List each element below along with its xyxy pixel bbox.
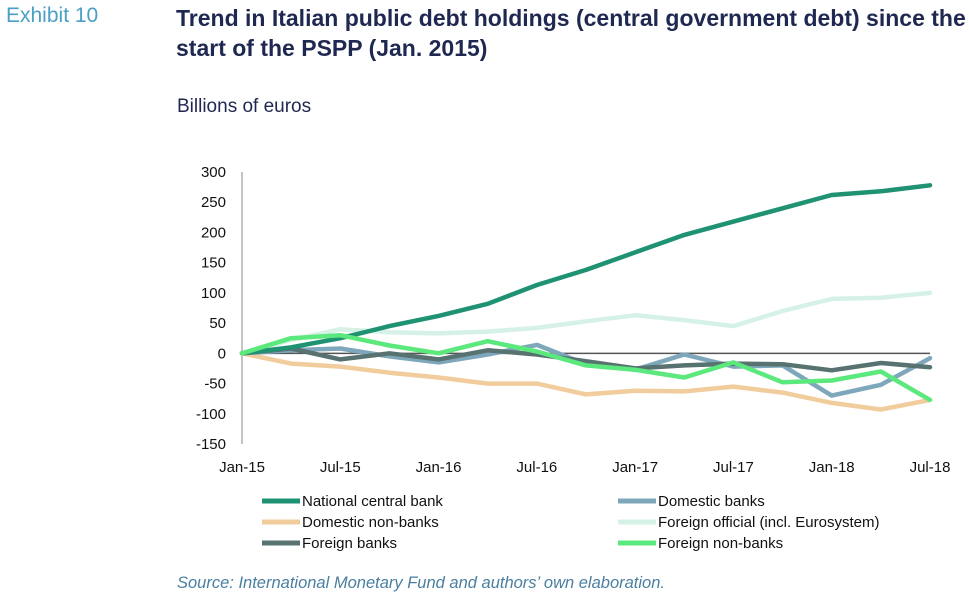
y-tick-label: 50 [209,315,226,332]
y-tick-label: -50 [204,376,226,393]
chart-title: Trend in Italian public debt holdings (c… [176,5,966,61]
legend-label: Domestic banks [658,493,765,510]
y-axis-unit-label: Billions of euros [177,96,312,117]
series-line-0 [239,183,933,356]
x-tick-label: Jul-17 [713,459,754,476]
tick-labels: 300 250 200 150 100 50 0 -50 -100 -150 Jan-15 Jul-1… [196,164,950,476]
legend: National central bank Domestic banks Domes… [262,493,879,552]
y-tick-label: 250 [201,194,226,211]
y-tick-label: 100 [201,285,226,302]
y-tick-label: 200 [201,224,226,241]
x-tick-label: Jul-15 [320,459,361,476]
legend-label: Foreign non-banks [658,535,783,552]
y-tick-label: 150 [201,255,226,272]
source-note: Source: International Monetary Fund and … [177,574,665,592]
x-tick-label: Jan-15 [219,459,265,476]
legend-label: Domestic non-banks [302,514,439,531]
series-line-5 [239,332,933,403]
y-tick-label: -150 [196,436,226,453]
legend-label: National central bank [302,493,443,510]
exhibit-label: Exhibit 10 [6,4,99,27]
y-tick-label: 300 [201,164,226,181]
y-tick-label: 0 [218,345,226,362]
x-tick-label: Jul-16 [516,459,557,476]
series-line-4 [239,346,933,373]
legend-label: Foreign banks [302,535,397,552]
series-line-2 [239,351,933,412]
x-tick-label: Jan-17 [612,459,658,476]
x-tick-label: Jul-18 [910,459,951,476]
x-tick-label: Jan-18 [809,459,855,476]
series-lines [239,183,933,412]
y-tick-label: -100 [196,406,226,423]
legend-label: Foreign official (incl. Eurosystem) [658,514,879,531]
series-line-3 [239,290,933,356]
x-tick-label: Jan-16 [416,459,462,476]
